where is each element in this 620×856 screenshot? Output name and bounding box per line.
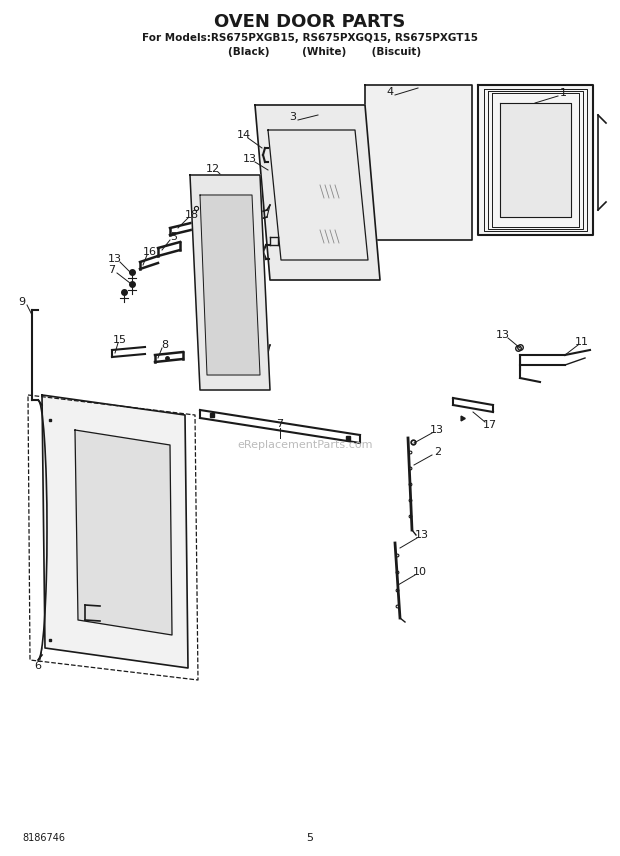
Text: 18: 18	[185, 210, 199, 220]
Text: 11: 11	[575, 337, 589, 347]
Polygon shape	[365, 85, 472, 240]
Text: 15: 15	[113, 335, 127, 345]
Text: eReplacementParts.com: eReplacementParts.com	[237, 440, 373, 450]
Text: 13: 13	[243, 154, 257, 164]
Text: 13: 13	[415, 530, 429, 540]
Text: 13: 13	[430, 425, 444, 435]
Text: 13: 13	[496, 330, 510, 340]
Text: 8186746: 8186746	[22, 833, 65, 843]
Text: 1: 1	[559, 88, 567, 98]
Text: 8: 8	[161, 340, 169, 350]
Text: 12: 12	[206, 164, 220, 174]
Polygon shape	[75, 430, 172, 635]
Text: 17: 17	[483, 420, 497, 430]
Polygon shape	[190, 175, 270, 390]
Text: 9: 9	[19, 297, 25, 307]
Text: OVEN DOOR PARTS: OVEN DOOR PARTS	[215, 13, 405, 31]
Text: For Models:RS675PXGB15, RS675PXGQ15, RS675PXGT15: For Models:RS675PXGB15, RS675PXGQ15, RS6…	[142, 33, 478, 43]
Polygon shape	[500, 103, 571, 217]
Text: 6: 6	[35, 661, 42, 671]
Text: 3: 3	[290, 112, 296, 122]
Text: 5: 5	[170, 232, 177, 242]
Text: 14: 14	[237, 130, 251, 140]
Text: 2: 2	[435, 447, 441, 457]
Text: 16: 16	[143, 247, 157, 257]
Text: 10: 10	[413, 567, 427, 577]
Text: 13: 13	[108, 254, 122, 264]
Text: 7: 7	[277, 419, 283, 429]
Polygon shape	[478, 85, 593, 235]
Text: 4: 4	[386, 87, 394, 97]
Polygon shape	[42, 395, 188, 668]
Text: (Black)         (White)       (Biscuit): (Black) (White) (Biscuit)	[199, 47, 421, 57]
Text: 5: 5	[306, 833, 314, 843]
Polygon shape	[200, 195, 260, 375]
Text: 7: 7	[108, 265, 115, 275]
Polygon shape	[255, 105, 380, 280]
